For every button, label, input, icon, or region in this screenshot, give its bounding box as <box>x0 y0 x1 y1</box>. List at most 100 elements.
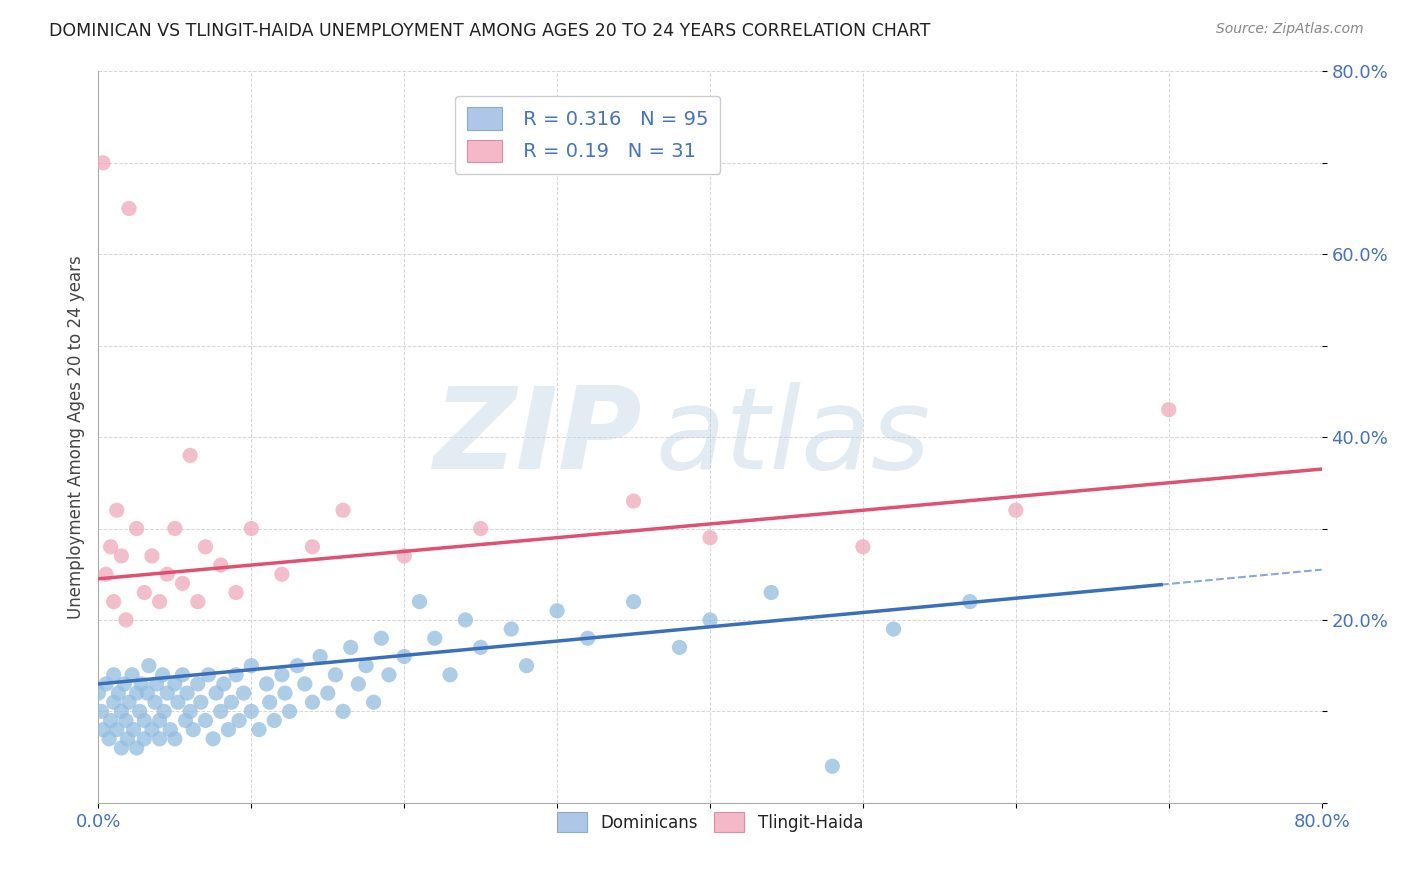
Point <box>392 649 416 664</box>
Point <box>125 521 148 535</box>
Point <box>118 695 141 709</box>
Point <box>576 632 599 646</box>
Point <box>194 714 217 728</box>
Point <box>163 521 186 535</box>
Text: DOMINICAN VS TLINGIT-HAIDA UNEMPLOYMENT AMONG AGES 20 TO 24 YEARS CORRELATION CH: DOMINICAN VS TLINGIT-HAIDA UNEMPLOYMENT … <box>49 22 931 40</box>
Point <box>156 686 179 700</box>
Point <box>194 540 217 554</box>
Legend: Dominicans, Tlingit-Haida: Dominicans, Tlingit-Haida <box>550 805 870 838</box>
Point <box>90 705 112 719</box>
Point <box>149 731 172 746</box>
Point <box>278 705 301 719</box>
Point <box>546 604 568 618</box>
Point <box>959 594 981 608</box>
Point <box>259 695 281 709</box>
Point <box>103 667 125 681</box>
Point <box>125 686 148 700</box>
Point <box>181 723 204 737</box>
Point <box>98 731 121 746</box>
Point <box>91 723 114 737</box>
Text: ZIP: ZIP <box>434 382 643 492</box>
Point <box>202 731 225 746</box>
Point <box>212 677 235 691</box>
Point <box>122 723 145 737</box>
Point <box>256 677 278 691</box>
Point <box>134 714 156 728</box>
Point <box>118 202 141 216</box>
Point <box>91 156 114 170</box>
Point <box>228 714 250 728</box>
Point <box>316 686 339 700</box>
Point <box>100 540 122 554</box>
Point <box>172 667 194 681</box>
Point <box>205 686 228 700</box>
Point <box>470 640 492 655</box>
Point <box>143 695 166 709</box>
Point <box>115 613 138 627</box>
Point <box>240 705 263 719</box>
Point <box>187 677 209 691</box>
Point <box>270 567 292 582</box>
Point <box>136 686 159 700</box>
Point <box>159 723 181 737</box>
Point <box>699 613 721 627</box>
Point <box>883 622 905 636</box>
Point <box>87 686 110 700</box>
Point <box>301 540 323 554</box>
Point <box>1004 503 1026 517</box>
Point <box>623 594 645 608</box>
Point <box>134 585 156 599</box>
Point <box>110 705 132 719</box>
Point <box>668 640 690 655</box>
Point <box>263 714 285 728</box>
Point <box>363 695 385 709</box>
Point <box>378 667 401 681</box>
Point <box>153 705 176 719</box>
Point <box>332 503 354 517</box>
Point <box>125 740 148 755</box>
Point <box>852 540 875 554</box>
Point <box>141 723 163 737</box>
Point <box>225 585 247 599</box>
Point <box>167 695 190 709</box>
Point <box>138 658 160 673</box>
Point <box>112 677 135 691</box>
Point <box>94 677 117 691</box>
Text: atlas: atlas <box>655 382 931 492</box>
Point <box>134 731 156 746</box>
Point <box>270 667 292 681</box>
Point <box>285 658 308 673</box>
Point <box>105 503 128 517</box>
Point <box>423 632 446 646</box>
Point <box>274 686 297 700</box>
Point <box>232 686 254 700</box>
Point <box>699 531 721 545</box>
Point <box>110 740 132 755</box>
Point <box>347 677 370 691</box>
Point <box>179 705 201 719</box>
Point <box>821 759 844 773</box>
Point <box>121 667 143 681</box>
Point <box>301 695 323 709</box>
Point <box>141 549 163 563</box>
Point <box>100 714 122 728</box>
Point <box>392 549 416 563</box>
Point <box>247 723 270 737</box>
Point <box>240 521 263 535</box>
Point <box>623 494 645 508</box>
Point <box>501 622 523 636</box>
Y-axis label: Unemployment Among Ages 20 to 24 years: Unemployment Among Ages 20 to 24 years <box>66 255 84 619</box>
Point <box>174 714 197 728</box>
Point <box>209 705 232 719</box>
Point <box>209 558 232 573</box>
Point <box>156 567 179 582</box>
Point <box>187 594 209 608</box>
Point <box>129 677 152 691</box>
Point <box>325 667 347 681</box>
Point <box>176 686 198 700</box>
Point <box>94 567 117 582</box>
Point <box>240 658 263 673</box>
Point <box>103 594 125 608</box>
Point <box>759 585 782 599</box>
Point <box>454 613 477 627</box>
